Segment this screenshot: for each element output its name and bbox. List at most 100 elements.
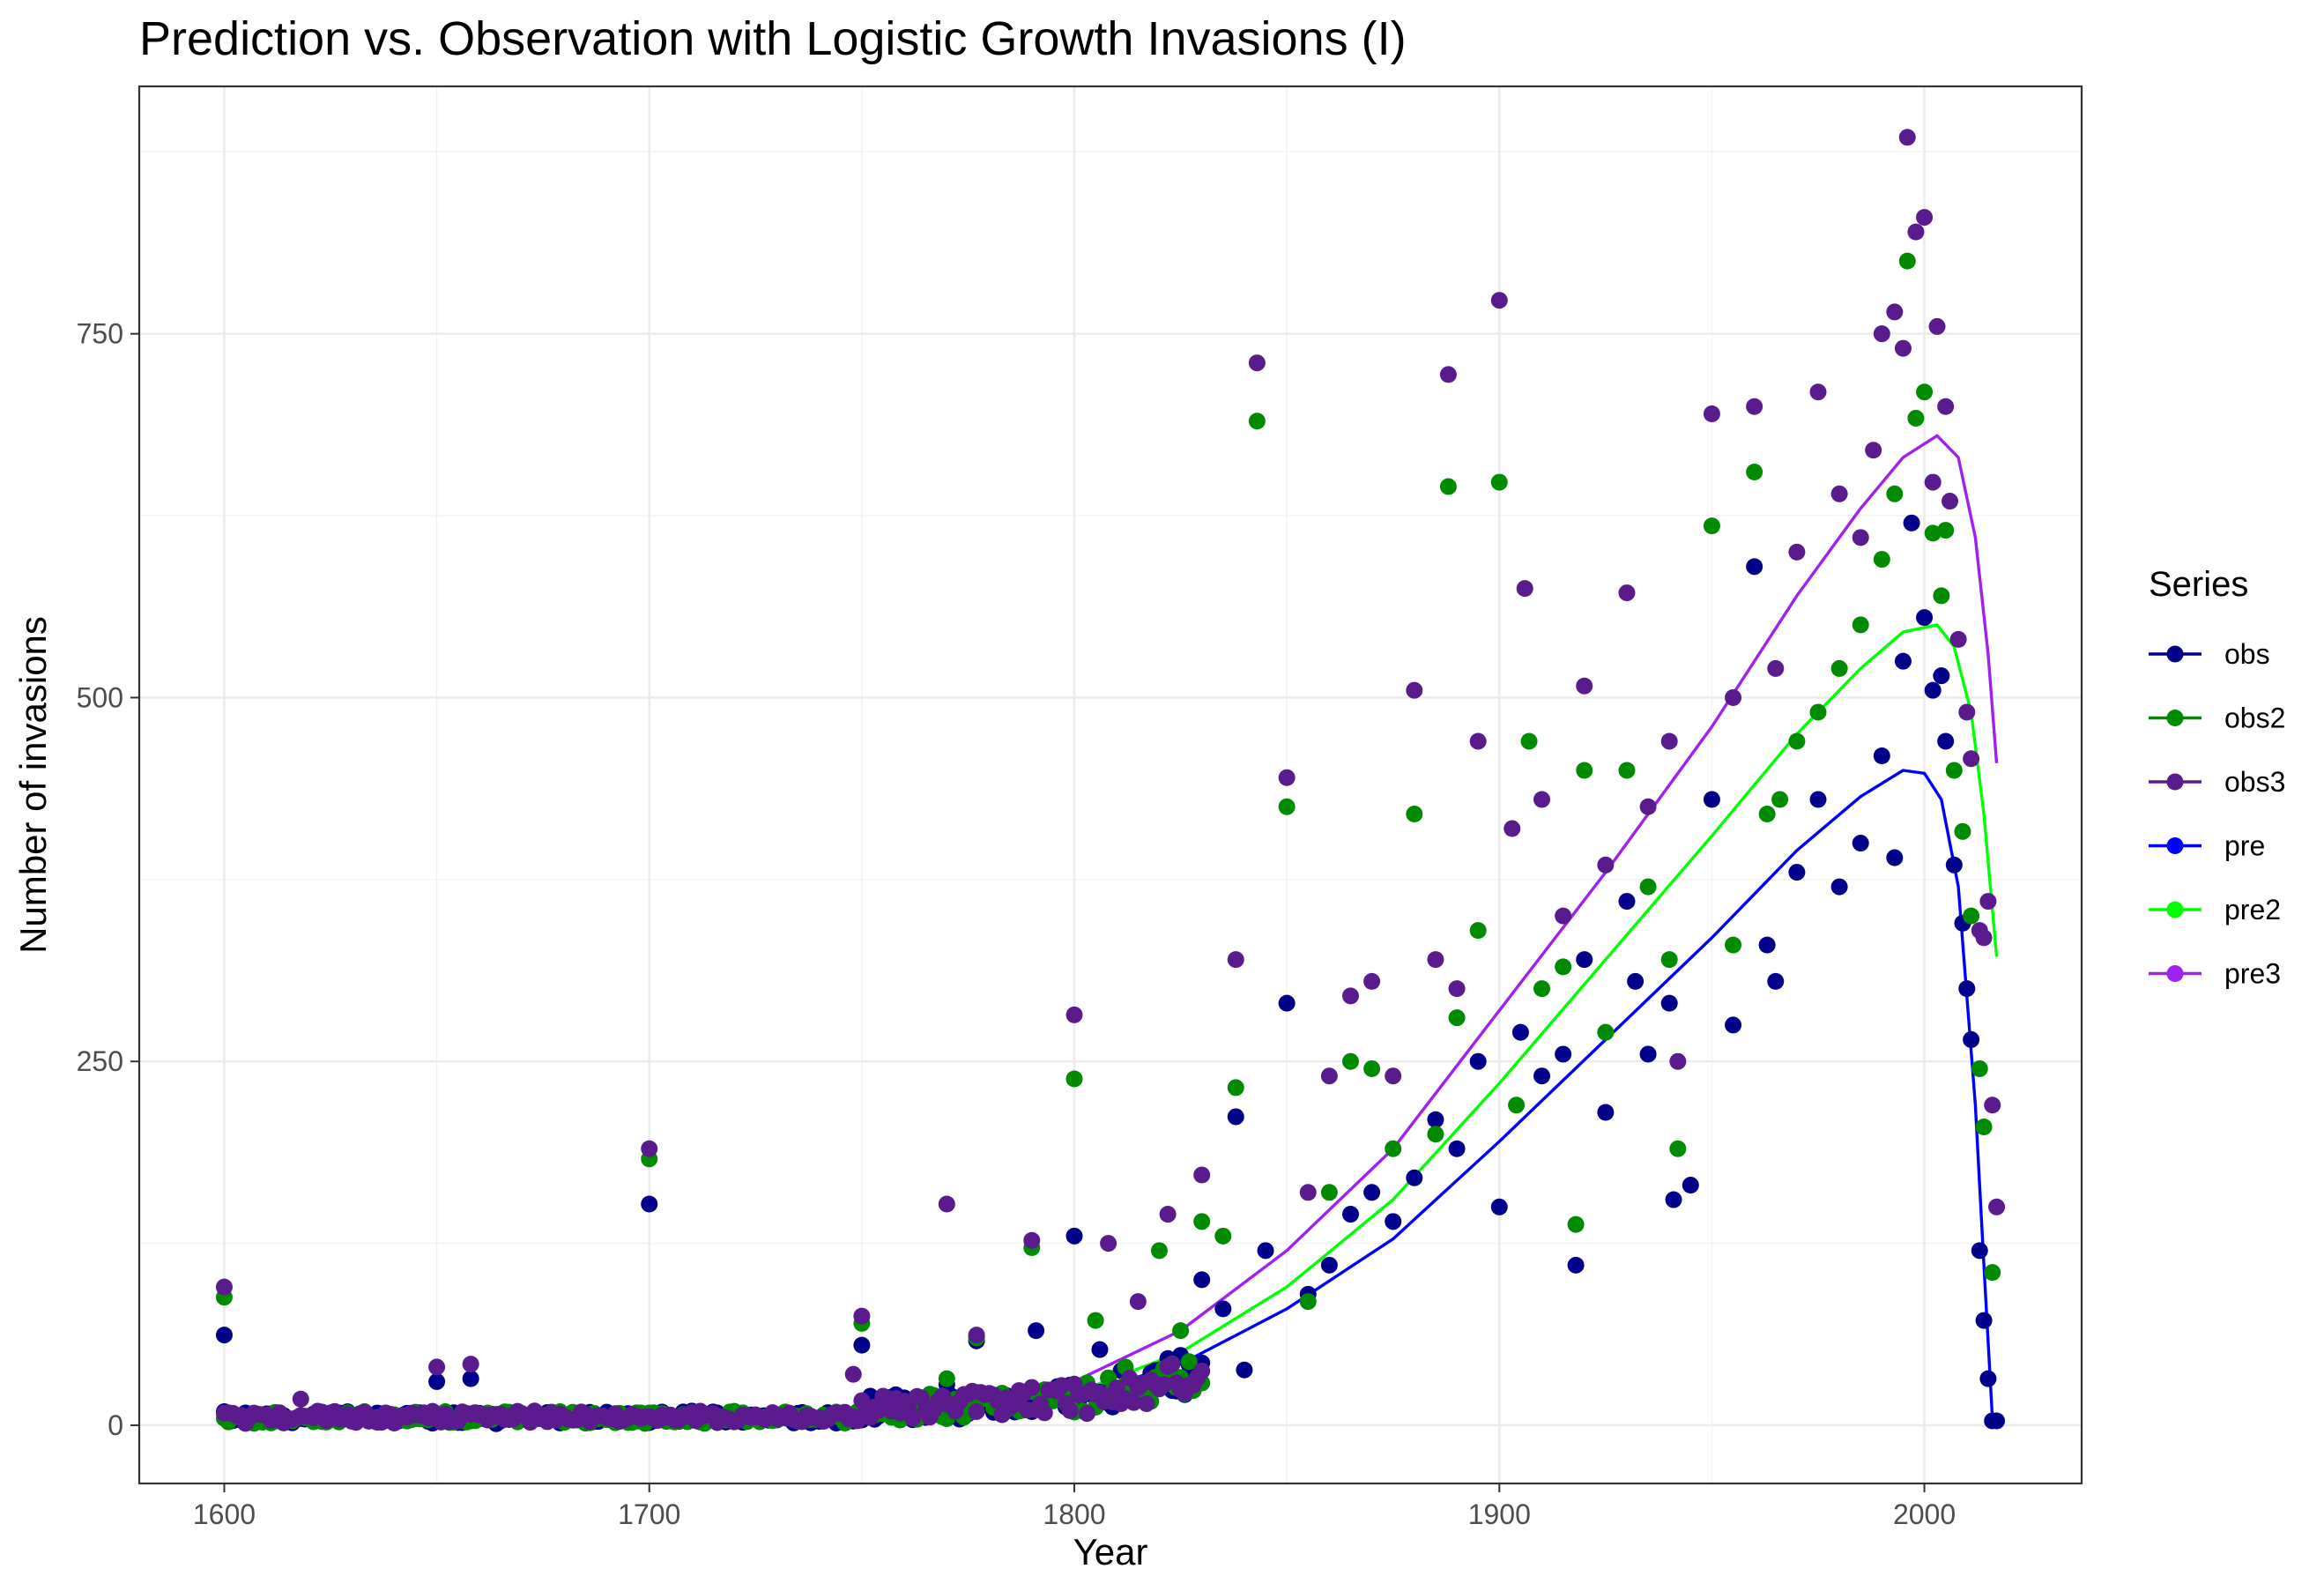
- prediction-lines: [224, 434, 1999, 1427]
- data-point-obs2: [1227, 1079, 1244, 1097]
- data-point-obs: [1758, 936, 1776, 954]
- legend-key-point: [2166, 901, 2184, 918]
- data-point-obs: [1971, 1242, 1988, 1260]
- data-point-obs3: [844, 1365, 862, 1383]
- data-point-obs3: [1320, 1067, 1338, 1085]
- legend-key-point: [2166, 837, 2184, 854]
- data-point-obs3: [1129, 1293, 1147, 1311]
- data-point-obs3: [1949, 630, 1967, 648]
- data-point-obs2: [1975, 1118, 1993, 1135]
- data-point-obs3: [1193, 1166, 1211, 1184]
- data-point-obs: [1227, 1108, 1244, 1126]
- x-axis-ticks: 1600 1700 1800 1900 2000: [193, 1483, 1956, 1530]
- legend-item-pre: pre: [2149, 830, 2265, 862]
- data-point-obs3: [1023, 1231, 1041, 1249]
- data-point-obs2: [1576, 762, 1593, 779]
- data-point-obs2: [1567, 1216, 1585, 1233]
- data-point-obs3: [1065, 1006, 1083, 1023]
- data-point-obs3: [1427, 951, 1444, 969]
- series-points-obs3: [215, 129, 2006, 1432]
- data-point-obs2: [1448, 1009, 1466, 1027]
- data-point-obs2: [1087, 1312, 1104, 1329]
- data-point-obs3: [1809, 383, 1827, 401]
- data-point-obs3: [1193, 1362, 1211, 1379]
- data-point-obs: [1193, 1271, 1211, 1289]
- data-point-obs3: [1924, 473, 1942, 491]
- data-point-obs: [1257, 1242, 1274, 1260]
- data-point-obs3: [1928, 317, 1946, 335]
- data-point-obs3: [1597, 856, 1615, 874]
- legend-label: obs3: [2224, 766, 2285, 798]
- data-point-obs: [1873, 747, 1890, 764]
- data-point-obs: [1767, 972, 1785, 990]
- legend-title: Series: [2149, 565, 2248, 604]
- data-point-obs2: [1363, 1059, 1381, 1077]
- data-point-obs: [1933, 667, 1950, 685]
- data-point-obs: [1427, 1111, 1444, 1128]
- data-point-obs2: [1520, 732, 1538, 750]
- data-point-obs: [1490, 1198, 1508, 1216]
- data-point-obs3: [849, 1412, 866, 1430]
- data-point-obs3: [1746, 398, 1763, 415]
- data-point-obs3: [1036, 1404, 1053, 1422]
- data-point-obs3: [1061, 1401, 1079, 1419]
- data-point-obs2: [1907, 409, 1925, 427]
- data-point-obs3: [1830, 485, 1848, 502]
- data-point-obs: [1511, 1023, 1529, 1041]
- series-points-obs2: [215, 252, 2001, 1432]
- data-point-obs3: [938, 1195, 955, 1213]
- data-point-obs: [853, 1336, 871, 1354]
- legend-item-obs: obs: [2149, 638, 2270, 670]
- data-point-obs3: [1227, 951, 1244, 969]
- data-point-obs2: [938, 1370, 955, 1387]
- legend-label: pre3: [2224, 958, 2281, 990]
- data-point-obs3: [215, 1278, 233, 1296]
- data-point-obs3: [1898, 129, 1916, 146]
- data-point-obs2: [1771, 791, 1789, 808]
- data-point-obs3: [1138, 1394, 1155, 1412]
- legend-label: obs: [2224, 638, 2270, 670]
- chart-title: Prediction vs. Observation with Logistic…: [139, 12, 1407, 65]
- data-point-obs2: [1971, 1059, 1988, 1077]
- data-point-obs: [1945, 856, 1963, 874]
- data-point-obs: [1341, 1206, 1359, 1223]
- data-point-obs2: [1490, 473, 1508, 491]
- data-point-obs2: [1150, 1242, 1168, 1260]
- data-point-obs2: [1873, 551, 1890, 569]
- data-point-obs: [1746, 558, 1763, 576]
- legend-label: pre2: [2224, 894, 2281, 926]
- data-point-obs2: [1669, 1140, 1687, 1157]
- data-point-obs2: [1214, 1227, 1232, 1245]
- observation-points: [215, 129, 2006, 1432]
- y-tick-label: 750: [77, 318, 123, 350]
- data-point-obs3: [1385, 1067, 1402, 1085]
- data-point-obs: [1660, 994, 1678, 1012]
- y-tick-label: 250: [77, 1045, 123, 1077]
- data-point-obs: [1975, 1312, 1993, 1329]
- data-point-obs: [1894, 652, 1912, 670]
- data-point-obs: [462, 1370, 479, 1387]
- data-point-obs3: [1053, 1377, 1071, 1394]
- legend-key-point: [2166, 645, 2184, 663]
- data-point-obs3: [1533, 791, 1551, 808]
- data-point-obs3: [1248, 354, 1266, 372]
- legend-item-pre3: pre3: [2149, 958, 2281, 990]
- data-point-obs2: [1725, 936, 1742, 954]
- data-point-obs3: [1725, 688, 1742, 706]
- data-point-obs3: [870, 1401, 887, 1419]
- data-point-obs3: [1703, 405, 1720, 422]
- y-tick-label: 500: [77, 681, 123, 713]
- data-point-obs2: [1065, 1070, 1083, 1088]
- data-point-obs3: [1159, 1206, 1177, 1223]
- legend-item-pre2: pre2: [2149, 894, 2281, 926]
- y-axis-ticks: 0 250 500 750: [77, 318, 139, 1441]
- data-point-obs2: [1945, 762, 1963, 779]
- data-point-obs: [1406, 1169, 1423, 1186]
- data-point-obs: [1320, 1256, 1338, 1274]
- legend-label: pre: [2224, 830, 2265, 862]
- data-point-obs2: [1660, 951, 1678, 969]
- data-point-obs: [1627, 972, 1645, 990]
- data-point-obs2: [1406, 806, 1423, 823]
- data-point-obs: [1639, 1045, 1657, 1063]
